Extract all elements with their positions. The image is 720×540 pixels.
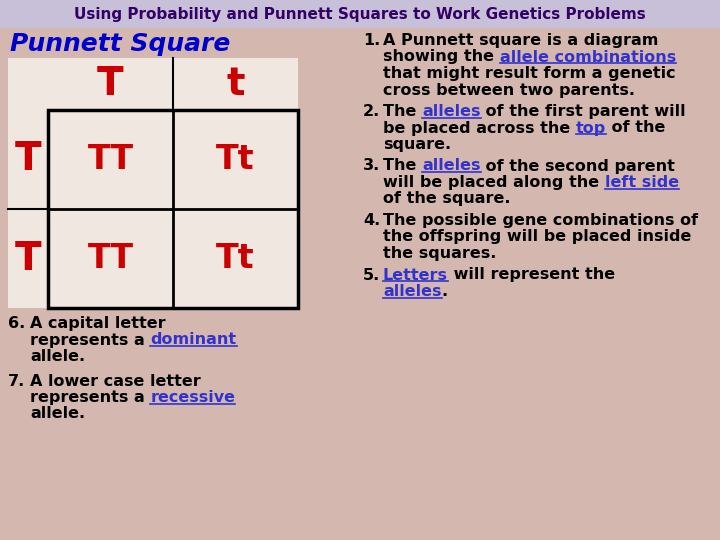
Text: Using Probability and Punnett Squares to Work Genetics Problems: Using Probability and Punnett Squares to… — [74, 6, 646, 22]
Text: allele combinations: allele combinations — [500, 50, 676, 64]
Text: the squares.: the squares. — [383, 246, 496, 261]
Text: allele.: allele. — [30, 407, 85, 422]
Text: alleles: alleles — [422, 159, 480, 173]
Text: T: T — [14, 140, 41, 179]
Text: of the: of the — [606, 120, 665, 136]
Text: A lower case letter: A lower case letter — [30, 374, 201, 388]
Text: allele.: allele. — [30, 349, 85, 364]
Text: A Punnett square is a diagram: A Punnett square is a diagram — [383, 33, 658, 48]
Text: 3.: 3. — [363, 159, 380, 173]
Text: cross between two parents.: cross between two parents. — [383, 83, 635, 98]
Text: alleles: alleles — [422, 104, 480, 119]
Text: The possible gene combinations of: The possible gene combinations of — [383, 213, 698, 228]
Text: t: t — [226, 65, 245, 103]
Text: of the first parent will: of the first parent will — [480, 104, 686, 119]
Text: Tt: Tt — [216, 242, 255, 275]
Text: showing the: showing the — [383, 50, 500, 64]
Text: represents a: represents a — [30, 333, 150, 348]
Bar — [48, 110, 298, 308]
Text: Tt: Tt — [216, 143, 255, 176]
Text: left side: left side — [605, 175, 679, 190]
Text: The: The — [383, 104, 422, 119]
Text: recessive: recessive — [150, 390, 235, 405]
Text: be placed across the: be placed across the — [383, 120, 576, 136]
Text: 5.: 5. — [363, 267, 380, 282]
Bar — [0, 0, 720, 28]
Text: T: T — [14, 240, 41, 278]
Text: Letters: Letters — [383, 267, 448, 282]
Text: 7.: 7. — [8, 374, 25, 388]
Text: Punnett Square: Punnett Square — [10, 32, 230, 56]
Text: top: top — [576, 120, 606, 136]
Text: represents a: represents a — [30, 390, 150, 405]
Text: alleles: alleles — [383, 284, 441, 299]
Text: will be placed along the: will be placed along the — [383, 175, 605, 190]
Text: dominant: dominant — [150, 333, 236, 348]
Text: of the square.: of the square. — [383, 192, 510, 206]
Text: TT: TT — [88, 143, 133, 176]
Text: TT: TT — [88, 242, 133, 275]
Text: T: T — [97, 65, 124, 103]
Text: will represent the: will represent the — [448, 267, 615, 282]
Text: .: . — [441, 284, 448, 299]
Text: A capital letter: A capital letter — [30, 316, 166, 331]
Bar — [8, 58, 298, 308]
Text: that might result form a genetic: that might result form a genetic — [383, 66, 675, 81]
Text: 6.: 6. — [8, 316, 25, 331]
Text: The: The — [383, 159, 422, 173]
Text: 4.: 4. — [363, 213, 380, 228]
Text: of the second parent: of the second parent — [480, 159, 675, 173]
Text: the offspring will be placed inside: the offspring will be placed inside — [383, 230, 691, 245]
Text: square.: square. — [383, 137, 451, 152]
Text: 2.: 2. — [363, 104, 380, 119]
Text: 1.: 1. — [363, 33, 380, 48]
